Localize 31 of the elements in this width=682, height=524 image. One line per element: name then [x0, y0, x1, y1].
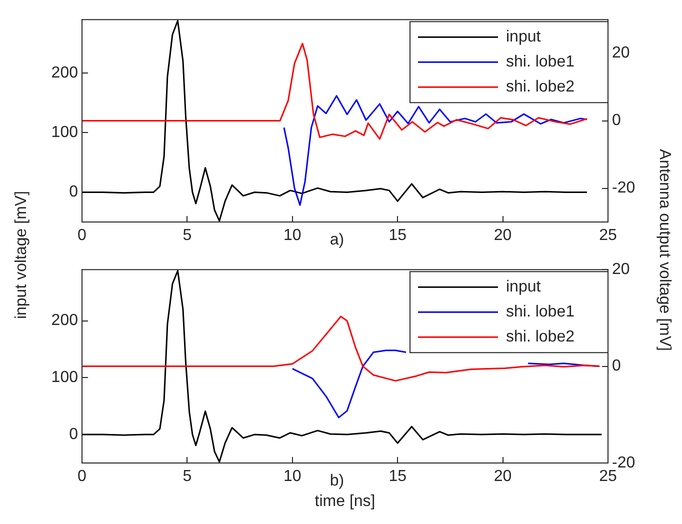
x-tick-label: 20	[494, 227, 512, 244]
x-tick-label: 25	[599, 227, 617, 244]
y2-tick-label: 0	[612, 112, 621, 130]
y-tick-label: 100	[51, 369, 78, 386]
x-tick-label: 5	[182, 227, 192, 244]
y-axis-title: input voltage [mV]	[13, 190, 31, 320]
y-tick-label: 0	[69, 184, 78, 201]
y2-tick-label: 20	[612, 261, 630, 278]
y2-tick-label: -20	[612, 180, 636, 197]
y-tick-label: 200	[51, 64, 78, 82]
legend-label: shi. lobe2	[506, 328, 575, 346]
legend-label: input	[506, 28, 542, 46]
legend-label: shi. lobe1	[506, 54, 575, 71]
legend-label: input	[506, 278, 542, 296]
x-axis-title: time [ns]	[314, 493, 376, 511]
legend-label: shi. lobe2	[506, 78, 575, 96]
y-tick-label: 100	[51, 124, 78, 142]
y2-tick-label: 20	[612, 44, 630, 62]
y2-axis-title: Antenna output voltage [mV]	[655, 149, 673, 351]
x-tick-label: 20	[494, 468, 512, 486]
x-tick-label: 15	[388, 468, 407, 486]
x-tick-label: 10	[284, 468, 302, 486]
text: b)	[330, 472, 344, 490]
x-tick-label: 5	[182, 468, 192, 486]
y-tick-label: 200	[51, 312, 78, 330]
x-tick-label: 15	[388, 227, 407, 244]
y-tick-label: 0	[69, 426, 78, 443]
legend-label: shi. lobe1	[506, 304, 575, 321]
x-tick-label: 10	[284, 227, 302, 244]
text: a)	[330, 231, 344, 248]
y2-tick-label: 0	[612, 358, 621, 375]
